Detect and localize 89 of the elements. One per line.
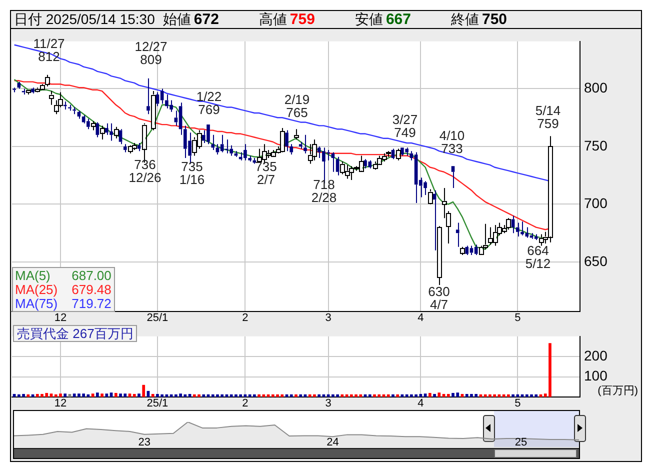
candlestick — [156, 92, 160, 107]
annotation: 11/27 812 — [33, 36, 65, 64]
annotation: 735 2/7 — [255, 159, 277, 188]
x-tick-label: 12 — [54, 398, 67, 410]
y-tick-label: 650 — [584, 252, 608, 269]
y-tick-label: 100 — [584, 368, 608, 384]
candlestick — [96, 122, 100, 138]
bar — [290, 394, 293, 397]
x-tick-label: 25 — [514, 436, 528, 449]
bar — [50, 394, 53, 397]
x-tick-label: 23 — [138, 436, 151, 449]
text: 始値 672 高値 759 安値 667 終値 750 — [162, 11, 508, 28]
x-tick-label: 2 — [242, 398, 248, 410]
x-tick-label: 5 — [514, 398, 521, 410]
bar — [64, 394, 67, 397]
x-tick-label: 5 — [514, 312, 521, 324]
bar — [392, 394, 394, 397]
bar — [142, 384, 146, 397]
x-tick-label: 25/1 — [146, 398, 168, 410]
bar — [424, 394, 427, 397]
x-tick-label: 3 — [325, 398, 332, 410]
bar — [151, 394, 154, 397]
candlestick — [137, 142, 141, 152]
candlestick — [451, 166, 455, 189]
candlestick — [456, 222, 460, 248]
x-tick-label: 2 — [242, 312, 248, 324]
y-tick-label: 200 — [584, 347, 608, 364]
x-tick-label: 24 — [326, 436, 339, 449]
annotation: 735 1/16 — [179, 159, 205, 188]
annotation: 12/27 809 — [134, 39, 168, 68]
annotation: 3/27 749 — [392, 112, 418, 140]
bar — [340, 394, 344, 397]
annotation: 5/14 759 — [535, 103, 561, 132]
text: MA(5) 687.00 — [15, 268, 112, 283]
bar — [433, 394, 436, 397]
candlestick — [72, 106, 76, 115]
annotation: 1/22 769 — [196, 89, 222, 118]
bar — [506, 394, 510, 397]
annotation: 売買代金 267百万円 — [13, 325, 138, 342]
y-tick-label: 750 — [584, 137, 608, 154]
bar — [446, 394, 450, 397]
annotation: 2/19 765 — [284, 92, 310, 120]
bar — [299, 394, 302, 397]
y-axis-title: (百万円) — [598, 384, 638, 398]
y-tick-label: 800 — [584, 80, 608, 96]
bar — [96, 392, 99, 397]
x-tick-label: 25/1 — [146, 312, 168, 324]
candlestick — [123, 144, 127, 153]
text: MA(25) 679.48 — [15, 282, 112, 297]
chart-title: 日付 2025/05/14 15:30 — [14, 11, 155, 27]
bar — [91, 394, 94, 397]
bar — [138, 394, 140, 397]
bar — [26, 394, 30, 397]
annotation: 736 12/26 — [128, 157, 162, 186]
bar — [132, 394, 136, 397]
x-tick-label: 4 — [418, 398, 424, 410]
candlestick — [474, 244, 478, 256]
bar — [128, 394, 132, 397]
bar — [438, 392, 441, 397]
candlestick — [211, 134, 215, 150]
bar — [294, 394, 298, 397]
candlestick — [31, 87, 34, 94]
bar — [318, 394, 321, 397]
candlestick — [511, 215, 515, 234]
bar — [428, 392, 432, 397]
candlestick — [118, 128, 122, 145]
x-tick-label: 4 — [418, 312, 424, 324]
candlestick — [534, 234, 538, 241]
candlestick — [63, 100, 67, 110]
candlestick — [248, 155, 252, 162]
annotation: 4/10 733 — [439, 128, 465, 156]
bar — [386, 394, 390, 397]
candlestick — [336, 156, 340, 176]
bar — [105, 394, 108, 397]
bar — [368, 394, 372, 397]
x-tick-label: 3 — [325, 312, 332, 324]
candlestick — [146, 78, 150, 115]
annotation: 718 2/28 — [311, 177, 337, 206]
bar — [202, 394, 206, 397]
y-tick-label: 700 — [584, 195, 608, 212]
candlestick — [304, 134, 307, 154]
annotation: 664 5/12 — [525, 243, 551, 272]
bar — [100, 394, 104, 397]
text: MA(75) 719.72 — [15, 296, 112, 311]
bar — [114, 392, 118, 397]
annotation: 630 4/7 — [428, 284, 450, 312]
bar — [396, 394, 400, 397]
candlestick — [160, 88, 164, 104]
x-tick-label: 12 — [54, 312, 67, 324]
